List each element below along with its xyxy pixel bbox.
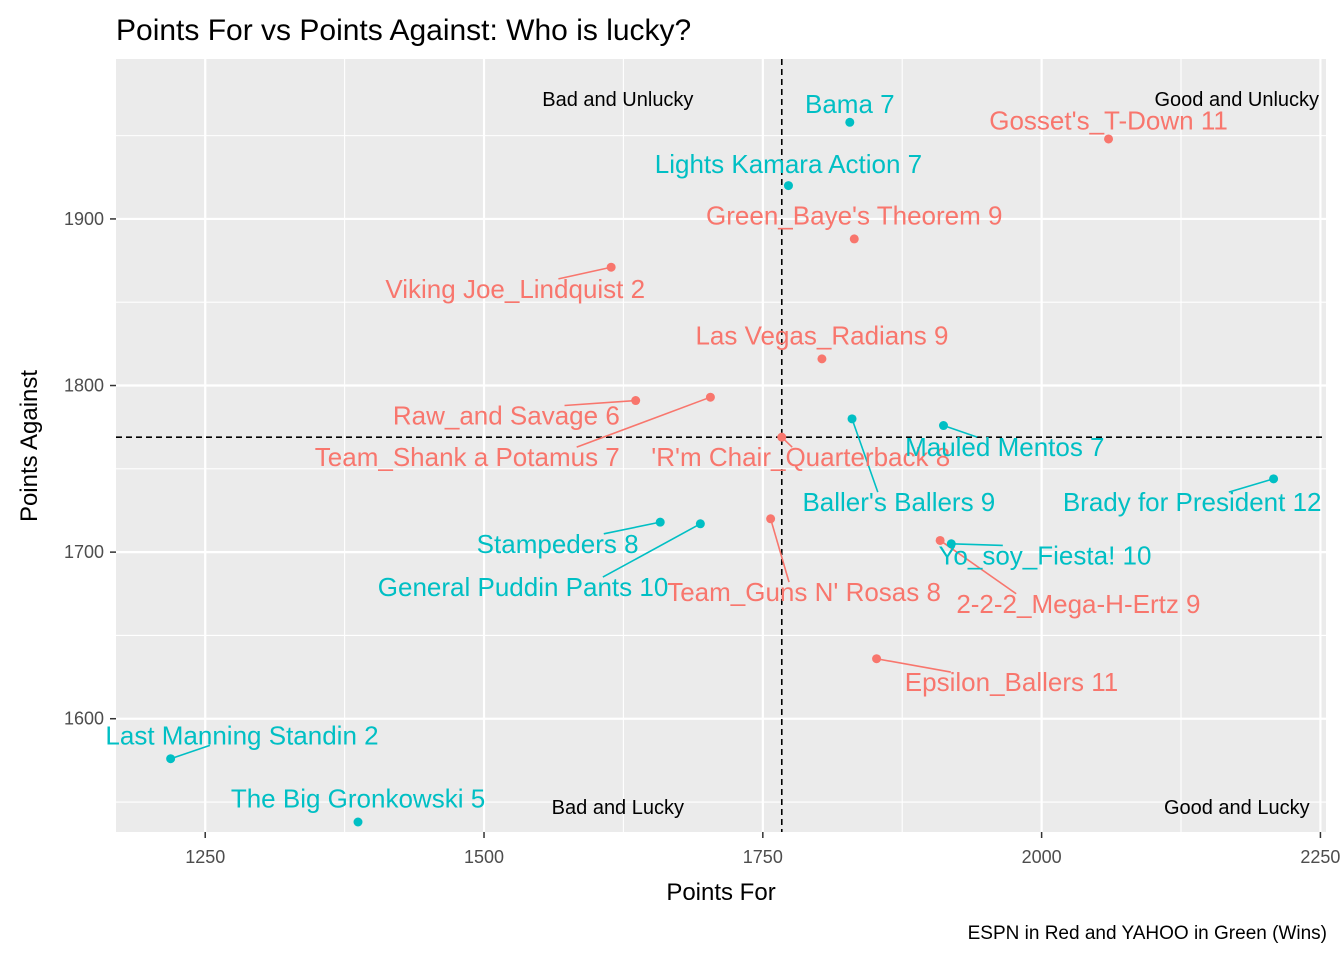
- label-leader-line: [951, 542, 1003, 547]
- quadrant-label: Good and Lucky: [1164, 797, 1310, 819]
- data-point: [817, 354, 827, 364]
- point-label: Green_Baye's Theorem 9: [706, 201, 1002, 231]
- label-leader-line: [564, 399, 636, 407]
- x-tick-label: 2000: [1022, 847, 1062, 867]
- point-label: Las Vegas_Radians 9: [695, 321, 948, 351]
- label-leader-line: [170, 744, 211, 760]
- data-point: [705, 392, 715, 402]
- data-point: [655, 517, 665, 527]
- data-point: [783, 181, 793, 191]
- point-label: Gosset's_T-Down 11: [989, 106, 1228, 136]
- quadrant-label: Bad and Lucky: [552, 797, 684, 819]
- data-point: [1269, 474, 1279, 484]
- minor-gridlines: [116, 59, 1326, 832]
- y-tick-label: 1600: [64, 709, 104, 729]
- label-leader-lines: [170, 266, 1274, 760]
- point-label: The Big Gronkowski 5: [231, 784, 485, 814]
- point-label: Team_Shank a Potamus 7: [315, 442, 620, 472]
- major-gridlines: [116, 59, 1326, 832]
- label-leader-line: [943, 424, 978, 438]
- data-point: [631, 396, 641, 406]
- y-tick-label: 1900: [64, 209, 104, 229]
- point-label: Team_Guns N' Rosas 8: [667, 577, 941, 607]
- y-axis-ticks: 1600 1700 1800 1900: [64, 209, 116, 729]
- x-tick-label: 1500: [464, 847, 504, 867]
- label-leader-line: [1228, 478, 1274, 493]
- point-label: Viking Joe_Lindquist 2: [385, 274, 645, 304]
- y-tick-label: 1800: [64, 376, 104, 396]
- point-label: 'R'm Chair_Quarterback 8: [651, 442, 950, 472]
- point-label: 2-2-2_Mega-H-Ertz 9: [956, 589, 1200, 619]
- point-label: Bama 7: [805, 89, 895, 119]
- x-tick-label: 1250: [185, 847, 225, 867]
- quadrant-labels: Bad and Unlucky Good and Unlucky Bad and L…: [542, 89, 1319, 819]
- label-leader-line: [603, 521, 661, 535]
- y-tick-label: 1700: [64, 542, 104, 562]
- data-point: [166, 754, 176, 764]
- x-axis-ticks: 1250 1500 1750 2000 2250: [185, 832, 1340, 867]
- x-tick-label: 2250: [1300, 847, 1340, 867]
- data-point: [946, 539, 956, 549]
- label-leader-line: [851, 418, 879, 493]
- point-label: Mauled Mentos 7: [905, 432, 1104, 462]
- data-point: [766, 514, 776, 524]
- point-label: Stampeders 8: [477, 529, 639, 559]
- point-label: Lights Kamara Action 7: [655, 149, 922, 179]
- quadrant-label: Bad and Unlucky: [542, 89, 693, 111]
- data-point: [849, 234, 859, 244]
- point-label: Raw_and Savage 6: [393, 401, 620, 431]
- label-leader-line: [769, 518, 790, 583]
- data-point: [935, 535, 945, 545]
- point-label: Baller's Ballers 9: [802, 487, 995, 517]
- data-points: [166, 117, 1279, 827]
- point-label: General Puddin Pants 10: [378, 572, 669, 602]
- data-point: [845, 117, 855, 127]
- point-label: Epsilon_Ballers 11: [905, 667, 1118, 697]
- point-labels: Gosset's_T-Down 11 Green_Baye's Theorem 9…: [105, 89, 1321, 814]
- x-axis-title: Points For: [666, 879, 775, 906]
- label-leader-line: [939, 539, 1017, 595]
- data-point: [777, 432, 787, 442]
- reference-lines: [116, 59, 1326, 832]
- label-leader-line: [558, 266, 612, 280]
- x-tick-label: 1750: [743, 847, 783, 867]
- data-point: [353, 817, 363, 827]
- y-axis-title: Points Against: [16, 370, 43, 522]
- point-label: Last Manning Standin 2: [105, 720, 378, 750]
- data-point: [695, 519, 705, 529]
- quadrant-label: Good and Unlucky: [1155, 89, 1320, 111]
- label-leader-line: [876, 657, 951, 673]
- data-point: [938, 421, 948, 431]
- point-label: Yo_soy_Fiesta! 10: [938, 540, 1151, 570]
- chart-caption: ESPN in Red and YAHOO in Green (Wins): [968, 923, 1327, 944]
- point-label: Brady for President 12: [1063, 487, 1322, 517]
- label-leader-line: [602, 523, 701, 578]
- label-leader-line: [576, 396, 711, 448]
- data-point: [872, 654, 882, 664]
- plot-panel: [116, 59, 1326, 832]
- data-point: [847, 414, 857, 424]
- data-point: [606, 262, 616, 272]
- chart-title: Points For vs Points Against: Who is luc…: [116, 14, 691, 47]
- data-point: [1104, 134, 1114, 144]
